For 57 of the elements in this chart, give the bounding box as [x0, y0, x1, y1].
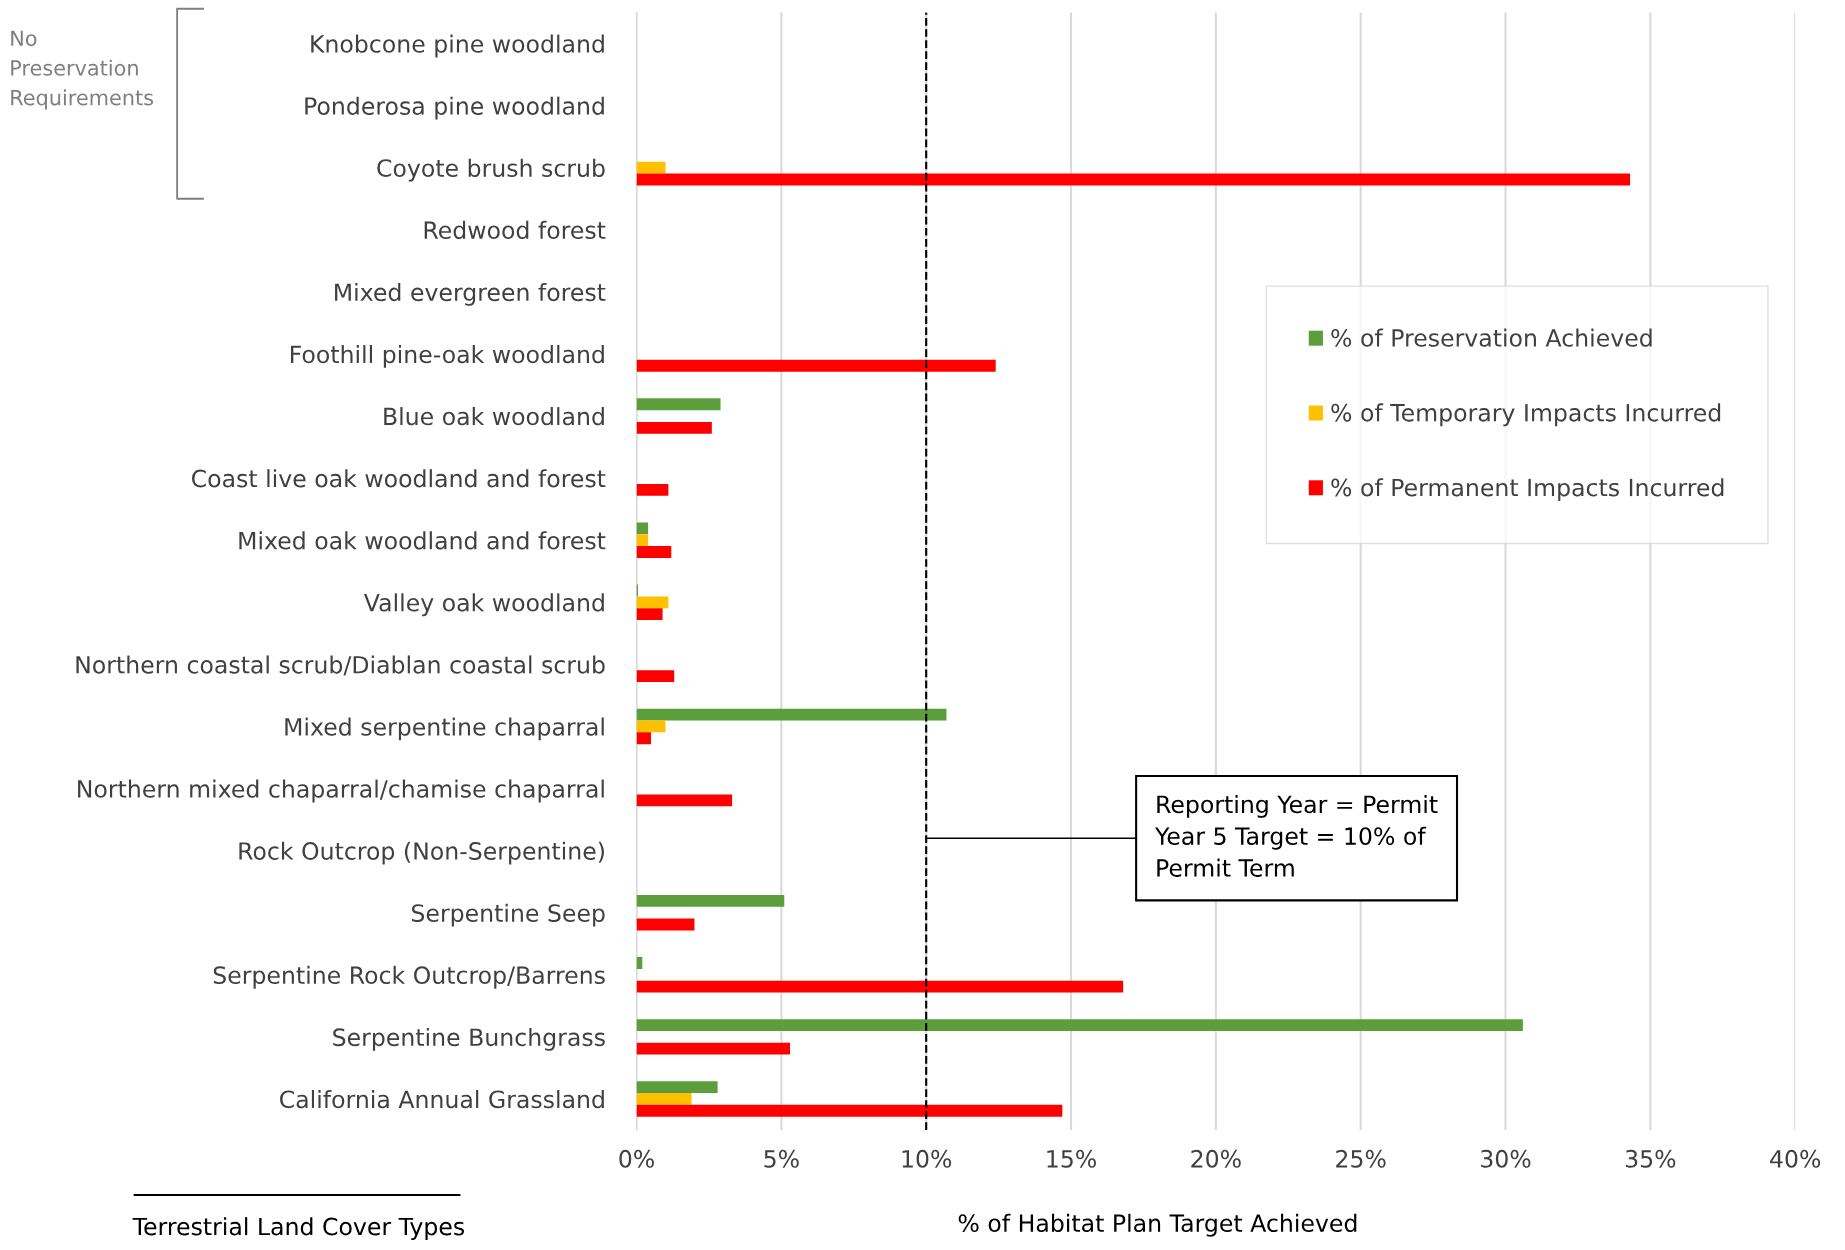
y-tick-label: Valley oak woodland [363, 593, 604, 617]
bar [636, 1042, 791, 1055]
bar [636, 1093, 692, 1105]
bar [636, 980, 1124, 993]
bar [636, 546, 672, 558]
bar [636, 708, 947, 721]
bar [636, 173, 1631, 186]
bar [636, 608, 663, 620]
y-tick-label: Serpentine Rock Outcrop/Barrens [213, 965, 605, 989]
text: No Preservation Requirements [11, 30, 154, 110]
bar [636, 484, 669, 496]
x-tick-label: 10% [902, 1149, 952, 1168]
y-tick-label: Coast live oak woodland and forest [191, 469, 606, 488]
bar [636, 1104, 1063, 1117]
bar [636, 421, 712, 434]
y-axis-title: Terrestrial Land Cover Types [132, 1217, 465, 1240]
x-tick-label: 35% [1625, 1149, 1676, 1168]
bar [636, 1081, 718, 1094]
bar [636, 895, 785, 907]
bar [636, 359, 996, 372]
bar [636, 794, 733, 807]
legend-label: % of Permanent Impacts Incurred [1331, 478, 1724, 502]
bar [636, 918, 695, 931]
y-tick-label: Mixed serpentine chaparral [285, 717, 604, 741]
x-tick-label: 30% [1481, 1149, 1531, 1168]
bar [636, 398, 721, 411]
bar [636, 534, 649, 547]
y-tick-label: Coyote brush scrub [377, 158, 605, 182]
y-tick-label: Serpentine Seep [411, 903, 605, 927]
bar [636, 1019, 1523, 1031]
y-tick-label: Foothill pine-oak woodland [291, 344, 604, 368]
y-tick-label: Mixed oak woodland and forest [239, 531, 606, 550]
x-axis-title: % of Habitat Plan Target Achieved [958, 1213, 1357, 1237]
x-tick-label: 25% [1336, 1149, 1386, 1168]
y-tick-label: Northern mixed chaparral/chamise chaparral [78, 779, 604, 803]
legend-label: % of Preservation Achieved [1331, 328, 1652, 347]
y-tick-label: Mixed evergreen forest [335, 282, 606, 306]
ref-line-label: Reporting Year = Permit Year 5 Target = 10% of Permit Term [1154, 794, 1438, 877]
y-tick-label: Ponderosa pine woodland [305, 96, 604, 120]
y-tick-label: Redwood forest [424, 220, 606, 240]
bar [636, 596, 669, 609]
y-tick-label: California Annual Grassland [280, 1089, 604, 1109]
y-tick-label: Serpentine Bunchgrass [333, 1027, 605, 1051]
y-tick-label: Knobcone pine woodland [311, 34, 604, 58]
x-tick-label: 0% [619, 1149, 654, 1168]
x-tick-label: 20% [1191, 1149, 1241, 1168]
legend-label: % of Temporary Impacts Incurred [1331, 403, 1721, 427]
y-tick-label: Northern coastal scrub/Diablan coastal scrub [76, 655, 605, 676]
y-tick-label: Blue oak woodland [384, 407, 604, 426]
x-tick-label: 15% [1047, 1149, 1096, 1168]
bar [636, 732, 652, 745]
x-tick-label: 40% [1770, 1149, 1821, 1168]
bar [636, 670, 675, 683]
bar [636, 720, 666, 733]
bar [636, 161, 666, 174]
x-tick-label: 5% [764, 1149, 799, 1168]
y-tick-label: Rock Outcrop (Non-Serpentine) [239, 841, 604, 865]
